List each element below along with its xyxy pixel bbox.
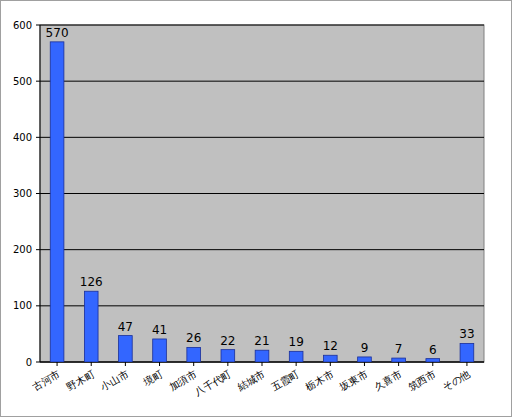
y-tick-label: 600: [13, 20, 32, 31]
data-label: 21: [254, 334, 269, 348]
bar: [119, 336, 133, 362]
x-tick: [296, 362, 297, 366]
y-tick: [36, 137, 40, 138]
x-tick-label: 筑西市: [406, 368, 437, 393]
x-tick: [262, 362, 263, 366]
bar: [289, 351, 303, 362]
bar: [392, 358, 406, 362]
chart-svg: 0100200300400500600570古河市126野木町47小山市41境町…: [0, 0, 512, 417]
data-label: 26: [186, 331, 201, 345]
x-tick-label: 結城市: [235, 368, 267, 393]
data-label: 41: [152, 323, 167, 337]
data-label: 22: [220, 334, 235, 348]
x-tick-label: 野木町: [65, 368, 96, 393]
data-label: 33: [459, 327, 474, 341]
data-label: 12: [323, 339, 338, 353]
bar: [358, 357, 372, 362]
x-tick: [330, 362, 331, 366]
y-tick-label: 0: [26, 357, 32, 368]
data-label: 19: [289, 335, 304, 349]
x-tick: [193, 362, 194, 366]
data-label: 7: [395, 342, 403, 356]
grid-line: [40, 249, 484, 250]
y-tick-label: 300: [13, 188, 32, 199]
bar: [153, 339, 167, 362]
x-tick: [91, 362, 92, 366]
bar: [460, 343, 474, 362]
grid-line: [40, 305, 484, 306]
x-tick: [364, 362, 365, 366]
data-label: 126: [80, 275, 103, 289]
y-tick: [36, 193, 40, 194]
x-tick: [57, 362, 58, 366]
grid-line: [40, 137, 484, 138]
grid-line: [40, 81, 484, 82]
x-tick: [398, 362, 399, 366]
x-tick-label: 八千代町: [193, 368, 233, 398]
chart-frame: [1, 1, 512, 417]
x-tick: [159, 362, 160, 366]
chart-container: 0100200300400500600570古河市126野木町47小山市41境町…: [0, 0, 512, 417]
y-tick: [36, 25, 40, 26]
y-tick: [36, 249, 40, 250]
x-tick-label: その他: [440, 368, 471, 393]
y-tick-label: 500: [13, 76, 32, 87]
bar: [221, 350, 235, 362]
y-tick: [36, 362, 40, 363]
x-tick-label: 小山市: [99, 368, 130, 393]
bar: [323, 355, 337, 362]
grid-line: [40, 193, 484, 194]
x-tick-label: 古河市: [31, 368, 62, 393]
data-label: 47: [118, 320, 133, 334]
x-tick: [432, 362, 433, 366]
y-tick-label: 400: [13, 132, 32, 143]
y-tick-label: 100: [13, 300, 32, 311]
x-tick-label: 境町: [141, 368, 165, 388]
plot-area: [40, 25, 484, 362]
bar: [255, 350, 269, 362]
y-axis: [40, 25, 41, 362]
x-tick-label: 栃木市: [304, 368, 335, 393]
x-tick-label: 久喜市: [372, 368, 403, 393]
x-tick-label: 坂東市: [337, 368, 369, 393]
bars: [50, 42, 474, 362]
data-label: 6: [429, 343, 437, 357]
y-tick: [36, 81, 40, 82]
x-tick: [125, 362, 126, 366]
bar: [50, 42, 64, 362]
bar: [426, 359, 440, 362]
y-tick: [36, 305, 40, 306]
grid-line: [40, 25, 484, 26]
bar: [84, 291, 98, 362]
data-label: 570: [46, 26, 69, 40]
x-tick: [466, 362, 467, 366]
x-tick-label: 五霞町: [270, 368, 301, 393]
y-tick-label: 200: [13, 244, 32, 255]
data-label: 9: [361, 341, 369, 355]
bar: [187, 347, 201, 362]
x-tick: [227, 362, 228, 366]
